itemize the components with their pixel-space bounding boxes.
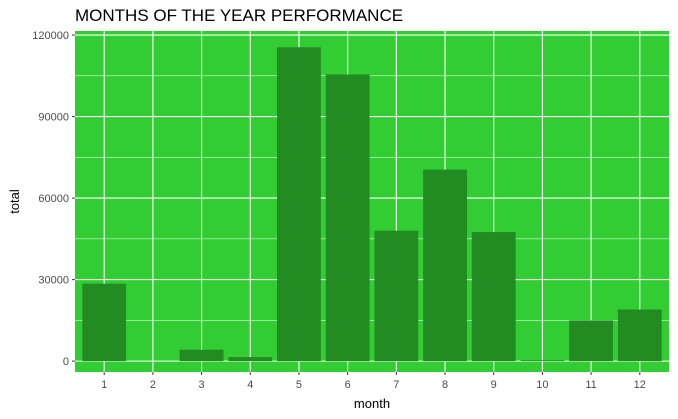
chart-title: MONTHS OF THE YEAR PERFORMANCE bbox=[75, 6, 404, 25]
x-tick-label: 6 bbox=[345, 379, 351, 391]
y-axis: 0 30000 60000 90000 120000 bbox=[32, 30, 75, 368]
x-tick-label: 9 bbox=[491, 379, 497, 391]
x-axis-title: month bbox=[354, 396, 390, 411]
bar-month-4 bbox=[228, 357, 273, 362]
y-tick-label: 60000 bbox=[38, 193, 69, 205]
x-tick-label: 3 bbox=[199, 379, 205, 391]
bar-month-9 bbox=[471, 232, 516, 362]
bar-month-11 bbox=[569, 320, 614, 362]
bar-month-8 bbox=[423, 169, 467, 362]
x-tick-label: 10 bbox=[536, 379, 548, 391]
y-tick-label: 120000 bbox=[32, 30, 69, 42]
x-tick-label: 8 bbox=[442, 379, 448, 391]
grid-major bbox=[75, 31, 669, 372]
y-tick-label: 30000 bbox=[38, 275, 69, 287]
bar-month-12 bbox=[617, 309, 662, 362]
x-tick-label: 1 bbox=[101, 379, 107, 391]
bar-month-1 bbox=[82, 283, 127, 362]
y-tick-label: 0 bbox=[63, 356, 69, 368]
bar-month-5 bbox=[277, 47, 321, 362]
plot-panel bbox=[75, 31, 669, 372]
y-tick-label: 90000 bbox=[38, 112, 69, 124]
x-tick-label: 12 bbox=[634, 379, 646, 391]
x-axis: 1 2 3 4 5 6 7 8 9 10 11 12 bbox=[101, 372, 646, 391]
x-tick-label: 4 bbox=[247, 379, 253, 391]
x-tick-label: 5 bbox=[296, 379, 302, 391]
bar-month-10 bbox=[520, 360, 565, 362]
bar-month-3 bbox=[179, 349, 224, 362]
x-tick-label: 7 bbox=[393, 379, 399, 391]
y-axis-title: total bbox=[7, 189, 22, 214]
x-tick-label: 11 bbox=[585, 379, 596, 391]
bars bbox=[82, 47, 662, 362]
bar-month-7 bbox=[374, 230, 419, 362]
bar-month-6 bbox=[325, 74, 370, 362]
x-tick-label: 2 bbox=[150, 379, 156, 391]
